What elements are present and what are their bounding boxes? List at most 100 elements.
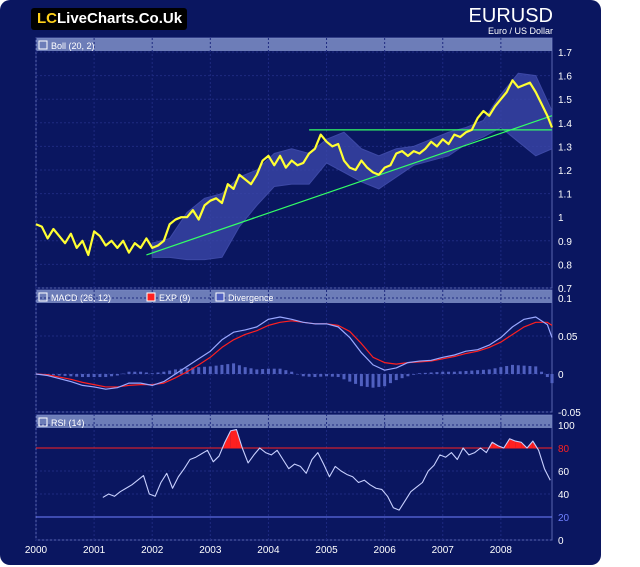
divergence-bar	[301, 374, 305, 377]
price-y-tick-label: 0.8	[558, 260, 572, 271]
boll-legend-swatch	[38, 40, 48, 50]
divergence-bar	[400, 374, 404, 379]
macd-y-tick-label: 0.1	[558, 294, 572, 305]
divergence-bar	[162, 371, 166, 374]
divergence-bar	[435, 372, 439, 374]
boll-legend-label: Boll (20, 2)	[51, 41, 95, 51]
divergence-bar	[272, 368, 276, 374]
divergence-bar	[110, 374, 114, 377]
exp-line	[35, 320, 553, 388]
logo-text: LiveCharts.Co.Uk	[57, 10, 183, 27]
divergence-bar	[144, 372, 148, 374]
divergence-bar	[476, 370, 480, 374]
divergence-bar	[377, 374, 381, 387]
divergence-bar	[534, 366, 538, 374]
rsi-overbought-fill	[230, 429, 237, 448]
divergence-bar	[348, 374, 352, 382]
price-y-tick-label: 1.7	[558, 48, 572, 59]
divergence-bar	[307, 374, 311, 377]
divergence-bar	[127, 371, 131, 374]
divergence-bar	[237, 365, 241, 374]
symbol-title: EURUSD	[468, 5, 553, 27]
divergence-bar	[336, 374, 340, 378]
x-tick-label: 2000	[25, 545, 48, 556]
rsi-y-tick-label: 20	[558, 513, 570, 524]
divergence-bar	[383, 374, 387, 387]
divergence-bar	[191, 367, 195, 374]
rsi-y-tick-label: 40	[558, 490, 570, 501]
divergence-bar	[481, 369, 485, 374]
x-tick-label: 2005	[315, 545, 338, 556]
symbol-subtitle: Euro / US Dollar	[487, 26, 553, 36]
divergence-bar	[319, 374, 323, 377]
x-tick-label: 2007	[432, 545, 455, 556]
divergence-bar	[203, 366, 207, 374]
rsi-overbought-fill	[515, 441, 522, 448]
divergence-bar	[63, 374, 67, 376]
price-y-tick-label: 1	[558, 213, 564, 224]
rsi-line	[102, 429, 551, 511]
divergence-bar	[278, 368, 282, 374]
price-y-tick-label: 1.5	[558, 95, 572, 106]
divergence-bar	[168, 370, 172, 374]
bollinger-band	[151, 72, 553, 261]
divergence-bar	[261, 369, 265, 374]
divergence-bar	[98, 374, 102, 378]
divergence-bar	[493, 368, 497, 374]
divergence-bar	[458, 371, 462, 374]
divergence-bar	[470, 370, 474, 374]
divergence-bar	[214, 365, 218, 374]
rsi-header-bar	[36, 415, 552, 428]
divergence-bar	[423, 372, 427, 374]
x-tick-label: 2001	[83, 545, 106, 556]
price-line	[35, 79, 554, 257]
divergence-bar	[313, 374, 317, 378]
divergence-bar	[104, 374, 108, 378]
divergence-bar	[232, 363, 236, 374]
divergence-bar	[185, 367, 189, 374]
divergence-bar	[156, 372, 160, 374]
macd-header-bar	[36, 290, 552, 303]
divergence-bar	[92, 374, 96, 378]
exp-legend-swatch	[146, 292, 156, 302]
divergence-bar	[464, 370, 468, 374]
divergence-bar	[284, 370, 288, 374]
divergence-bar	[266, 368, 270, 374]
macd-y-tick-label: -0.05	[558, 408, 581, 419]
divergence-bar	[197, 367, 201, 374]
chart-canvas: 2000 2001 2002 2003 2004 2005 2006 2007 20081.71…	[25, 37, 581, 556]
chart-frame: 2000 2001 2002 2003 2004 2005 2006 2007 2008 1.7 1…	[0, 0, 601, 565]
divergence-bar	[550, 374, 554, 384]
divergence-bar	[359, 374, 363, 387]
divergence-bar	[121, 373, 125, 375]
divergence-bar	[441, 371, 445, 374]
price-y-tick-label: 1.1	[558, 190, 572, 201]
divergence-bar	[447, 371, 451, 374]
price-y-tick-label: 1.2	[558, 166, 572, 177]
livecharts-logo: LC LiveCharts.Co.Uk	[31, 8, 187, 30]
divergence-bar	[75, 374, 79, 377]
x-tick-label: 2004	[257, 545, 280, 556]
x-tick-label: 2006	[374, 545, 397, 556]
price-y-tick-label: 0.9	[558, 237, 572, 248]
divergence-bar	[412, 374, 416, 375]
divergence-bar	[388, 374, 392, 384]
divergence-bar	[505, 366, 509, 374]
trendline	[146, 115, 553, 256]
rsi-y-tick-label: 0	[558, 536, 564, 547]
divergence-bar	[406, 374, 410, 377]
macd-legend-swatch	[38, 292, 48, 302]
divergence-bar	[208, 366, 212, 374]
divergence-legend-label: Divergence	[228, 293, 274, 303]
divergence-bar	[330, 374, 334, 377]
rsi-y-tick-label: 80	[558, 444, 570, 455]
rsi-y-tick-label: 60	[558, 467, 570, 478]
macd-y-tick-label: 0.05	[558, 332, 578, 343]
divergence-bar	[516, 365, 520, 374]
divergence-bar	[295, 374, 299, 375]
x-tick-label: 2003	[199, 545, 222, 556]
rsi-legend-swatch	[38, 417, 48, 427]
divergence-bar	[499, 367, 503, 374]
divergence-bar	[452, 371, 456, 374]
divergence-bar	[394, 374, 398, 381]
